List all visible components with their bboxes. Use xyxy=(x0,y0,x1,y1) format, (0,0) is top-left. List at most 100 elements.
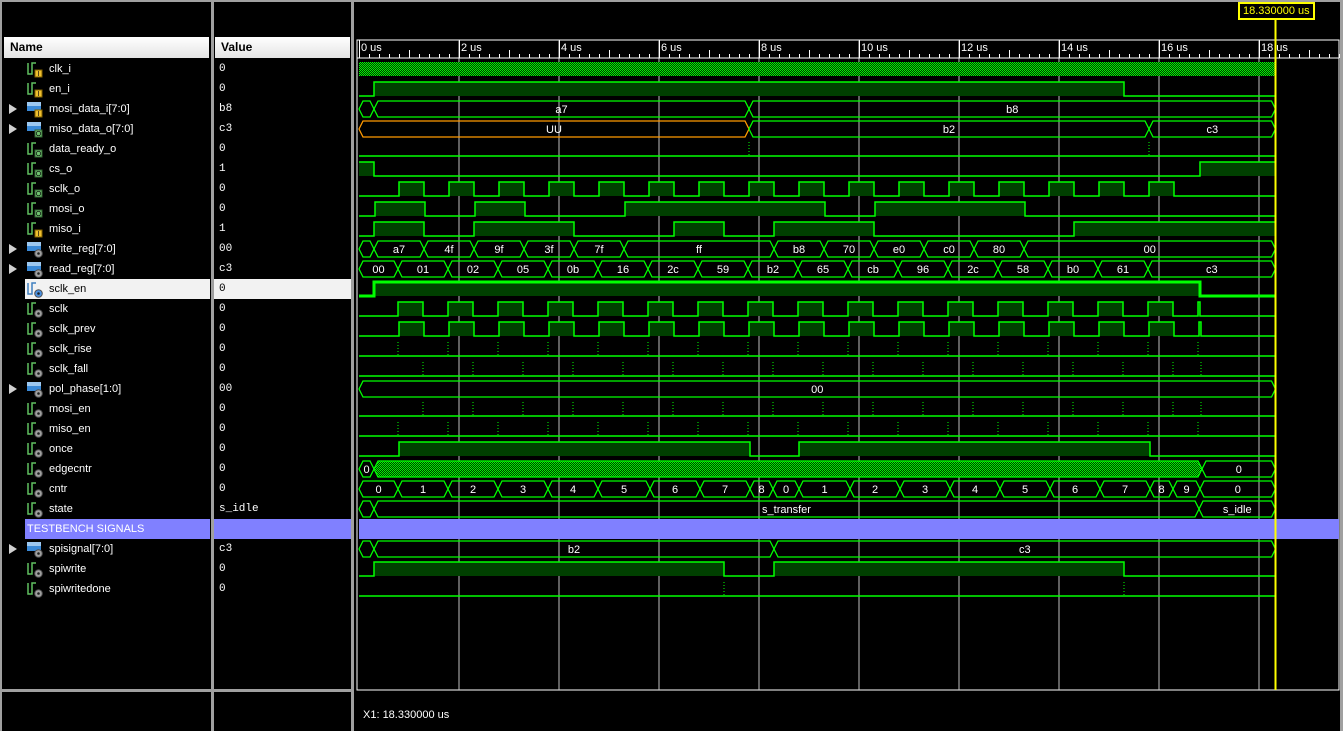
bus-value-label: 0 xyxy=(363,464,369,476)
high-fill xyxy=(948,302,973,316)
waveform-sclk_fall[interactable] xyxy=(359,362,1276,377)
bus-segment xyxy=(358,100,375,118)
bus-value-label: 96 xyxy=(917,264,929,276)
high-fill xyxy=(799,182,824,196)
bus-value-label: 0 xyxy=(1235,484,1241,496)
name-bottom-splitter[interactable] xyxy=(0,689,351,692)
bus-value-label: 4f xyxy=(444,244,454,256)
bus-value-label: 65 xyxy=(817,264,829,276)
expand-triangle-icon[interactable] xyxy=(9,264,17,274)
expand-triangle-icon[interactable] xyxy=(9,104,17,114)
waveform-read_reg[interactable]: 00 01 02 05 0b 16 2c 59 b2 65 cb 96 2c 58 b0 61 c3 xyxy=(358,260,1277,278)
ruler-label: 2 us xyxy=(461,42,482,54)
waveform-spiwritedone[interactable] xyxy=(359,582,1276,597)
waveform-sclk[interactable] xyxy=(359,301,1276,317)
signal-row-write-reg[interactable]: write_reg[7:0] xyxy=(0,239,210,259)
signal-name: sclk_o xyxy=(49,183,81,195)
signal-name: once xyxy=(49,443,73,455)
expand-triangle-icon[interactable] xyxy=(9,544,17,554)
expand-triangle-icon[interactable] xyxy=(9,124,17,134)
waveform-data_ready_o[interactable] xyxy=(359,142,1276,157)
signal-value-sclk-fall: 0 xyxy=(219,363,226,375)
waveform-sclk_prev[interactable] xyxy=(359,321,1276,337)
signal-row-once[interactable]: once xyxy=(0,439,210,459)
high-fill xyxy=(374,562,724,576)
bus-value-label: b2 xyxy=(568,544,580,556)
waveform-mosi_data_i[interactable]: a7 b8 xyxy=(358,100,1277,118)
bus-value-label: 2c xyxy=(967,264,979,276)
signal-row-spiwritedone[interactable]: spiwritedone xyxy=(0,579,210,599)
waveform-sclk_o[interactable] xyxy=(359,181,1276,197)
signal-row-pol-phase[interactable]: pol_phase[1:0] xyxy=(0,379,210,399)
name-value-splitter[interactable] xyxy=(211,0,214,731)
signal-value-read-reg: c3 xyxy=(219,263,233,275)
signal-row-state[interactable]: state xyxy=(0,499,210,519)
bit-trace xyxy=(359,561,1276,577)
waveform-write_reg[interactable]: a7 4f 9f 3f 7f ff b8 70 e0 c0 80 00 xyxy=(358,240,1277,258)
signal-value-sclk-prev: 0 xyxy=(219,323,226,335)
high-fill xyxy=(648,302,673,316)
signal-row-sclk-prev[interactable]: sclk_prev xyxy=(0,319,210,339)
waveform-miso_en[interactable] xyxy=(359,422,1276,437)
signal-row-spiwrite[interactable]: spiwrite xyxy=(0,559,210,579)
waveform-testbench signals[interactable] xyxy=(359,519,1339,539)
cursor-time-label[interactable]: 18.330000 us xyxy=(1238,2,1315,20)
waveform-pol_phase[interactable]: 00 xyxy=(358,380,1277,398)
bus-value-label: ff xyxy=(696,244,703,256)
high-fill xyxy=(1200,162,1276,176)
signal-row-mosi-en[interactable]: mosi_en xyxy=(0,399,210,419)
bus-value-label: 2c xyxy=(667,264,679,276)
signal-value-spiwritedone: 0 xyxy=(219,583,226,595)
bus-value-label: 7 xyxy=(1122,484,1128,496)
waveform-miso_i[interactable] xyxy=(359,221,1276,237)
waveform-spisignal[interactable]: b2 c3 xyxy=(358,540,1277,558)
group-divider-testbench-signals[interactable]: TESTBENCH SIGNALS xyxy=(25,519,210,539)
value-column-header[interactable]: Value xyxy=(215,37,350,58)
waveform-once[interactable] xyxy=(359,441,1276,457)
signal-row-edgecntr[interactable]: edgecntr xyxy=(0,459,210,479)
expand-triangle-icon[interactable] xyxy=(9,244,17,254)
waveform-miso_data_o[interactable]: UU b2 c3 xyxy=(358,120,1277,138)
signal-row-cntr[interactable]: cntr xyxy=(0,479,210,499)
waveform-mosi_o[interactable] xyxy=(359,201,1276,217)
time-ruler[interactable]: 0 us 2 us 4 us 6 us 8 us 10 us 12 us 14 us 16 us… xyxy=(357,40,1340,59)
waveform-en_i[interactable] xyxy=(359,81,1276,97)
signal-name: sclk_fall xyxy=(49,363,89,375)
waveform-clk_i[interactable] xyxy=(359,62,1276,76)
signal-row-miso-en[interactable]: miso_en xyxy=(0,419,210,439)
waveform-cs_o[interactable] xyxy=(359,161,1276,177)
signal-row-sclk-rise[interactable]: sclk_rise xyxy=(0,339,210,359)
high-fill xyxy=(1074,222,1276,236)
waveform-mosi_en[interactable] xyxy=(359,402,1276,417)
waveform-state[interactable]: s_transfer s_idle xyxy=(358,500,1277,518)
waveform-sclk_en[interactable] xyxy=(359,280,1276,298)
bus-value-label: 0b xyxy=(567,264,579,276)
value-wave-splitter[interactable] xyxy=(351,0,354,731)
expand-triangle-icon[interactable] xyxy=(9,384,17,394)
signal-row-sclk-fall[interactable]: sclk_fall xyxy=(0,359,210,379)
bus-value-label: 4 xyxy=(570,484,576,496)
waveform-spiwrite[interactable] xyxy=(359,561,1276,577)
waveform-sclk_rise[interactable] xyxy=(359,342,1276,357)
signal-row-sclk-en[interactable]: sclk_en xyxy=(25,279,210,299)
signal-row-read-reg[interactable]: read_reg[7:0] xyxy=(0,259,210,279)
bus-value-label: 00 xyxy=(372,264,384,276)
name-column-header[interactable]: Name xyxy=(4,37,209,58)
signal-row-sclk[interactable]: sclk xyxy=(0,299,210,319)
signal-value-write-reg: 00 xyxy=(219,243,233,255)
waveform-cntr[interactable]: 0 1 2 3 4 5 6 7 8 0 1 2 3 4 5 6 7 8 9 0 xyxy=(358,480,1277,498)
bus-value-label: e0 xyxy=(893,244,905,256)
signal-row-spisignal[interactable]: spisignal[7:0] xyxy=(0,539,210,559)
signal-value-spiwrite: 0 xyxy=(219,563,226,575)
